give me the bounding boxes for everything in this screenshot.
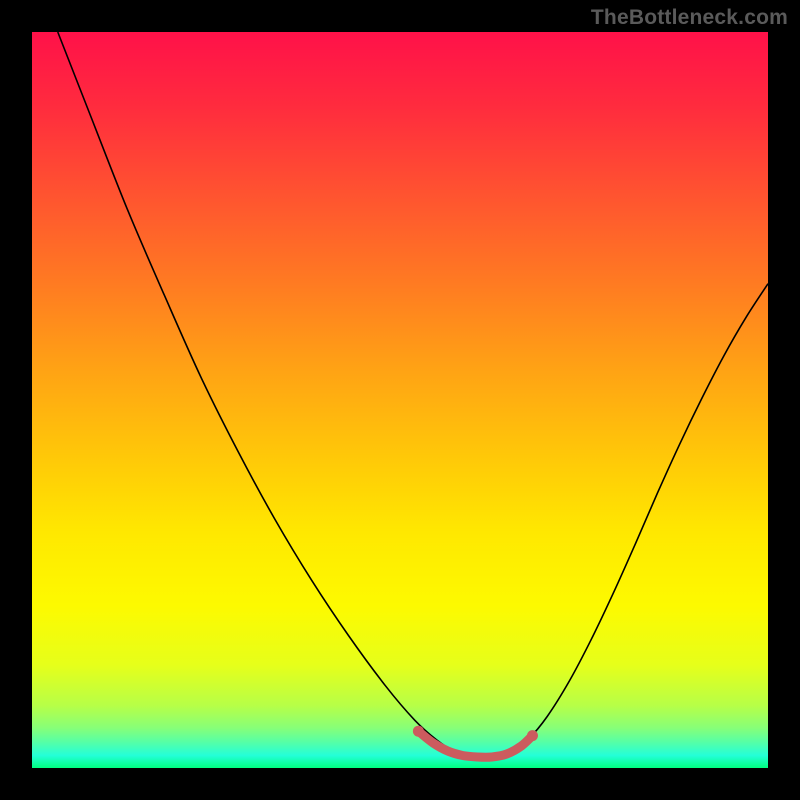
chart-svg <box>0 0 800 800</box>
bottleneck-chart <box>0 0 800 800</box>
highlight-marker-end <box>527 730 538 741</box>
watermark-text: TheBottleneck.com <box>591 6 788 30</box>
plot-background <box>32 32 768 768</box>
highlight-marker-start <box>413 726 424 737</box>
